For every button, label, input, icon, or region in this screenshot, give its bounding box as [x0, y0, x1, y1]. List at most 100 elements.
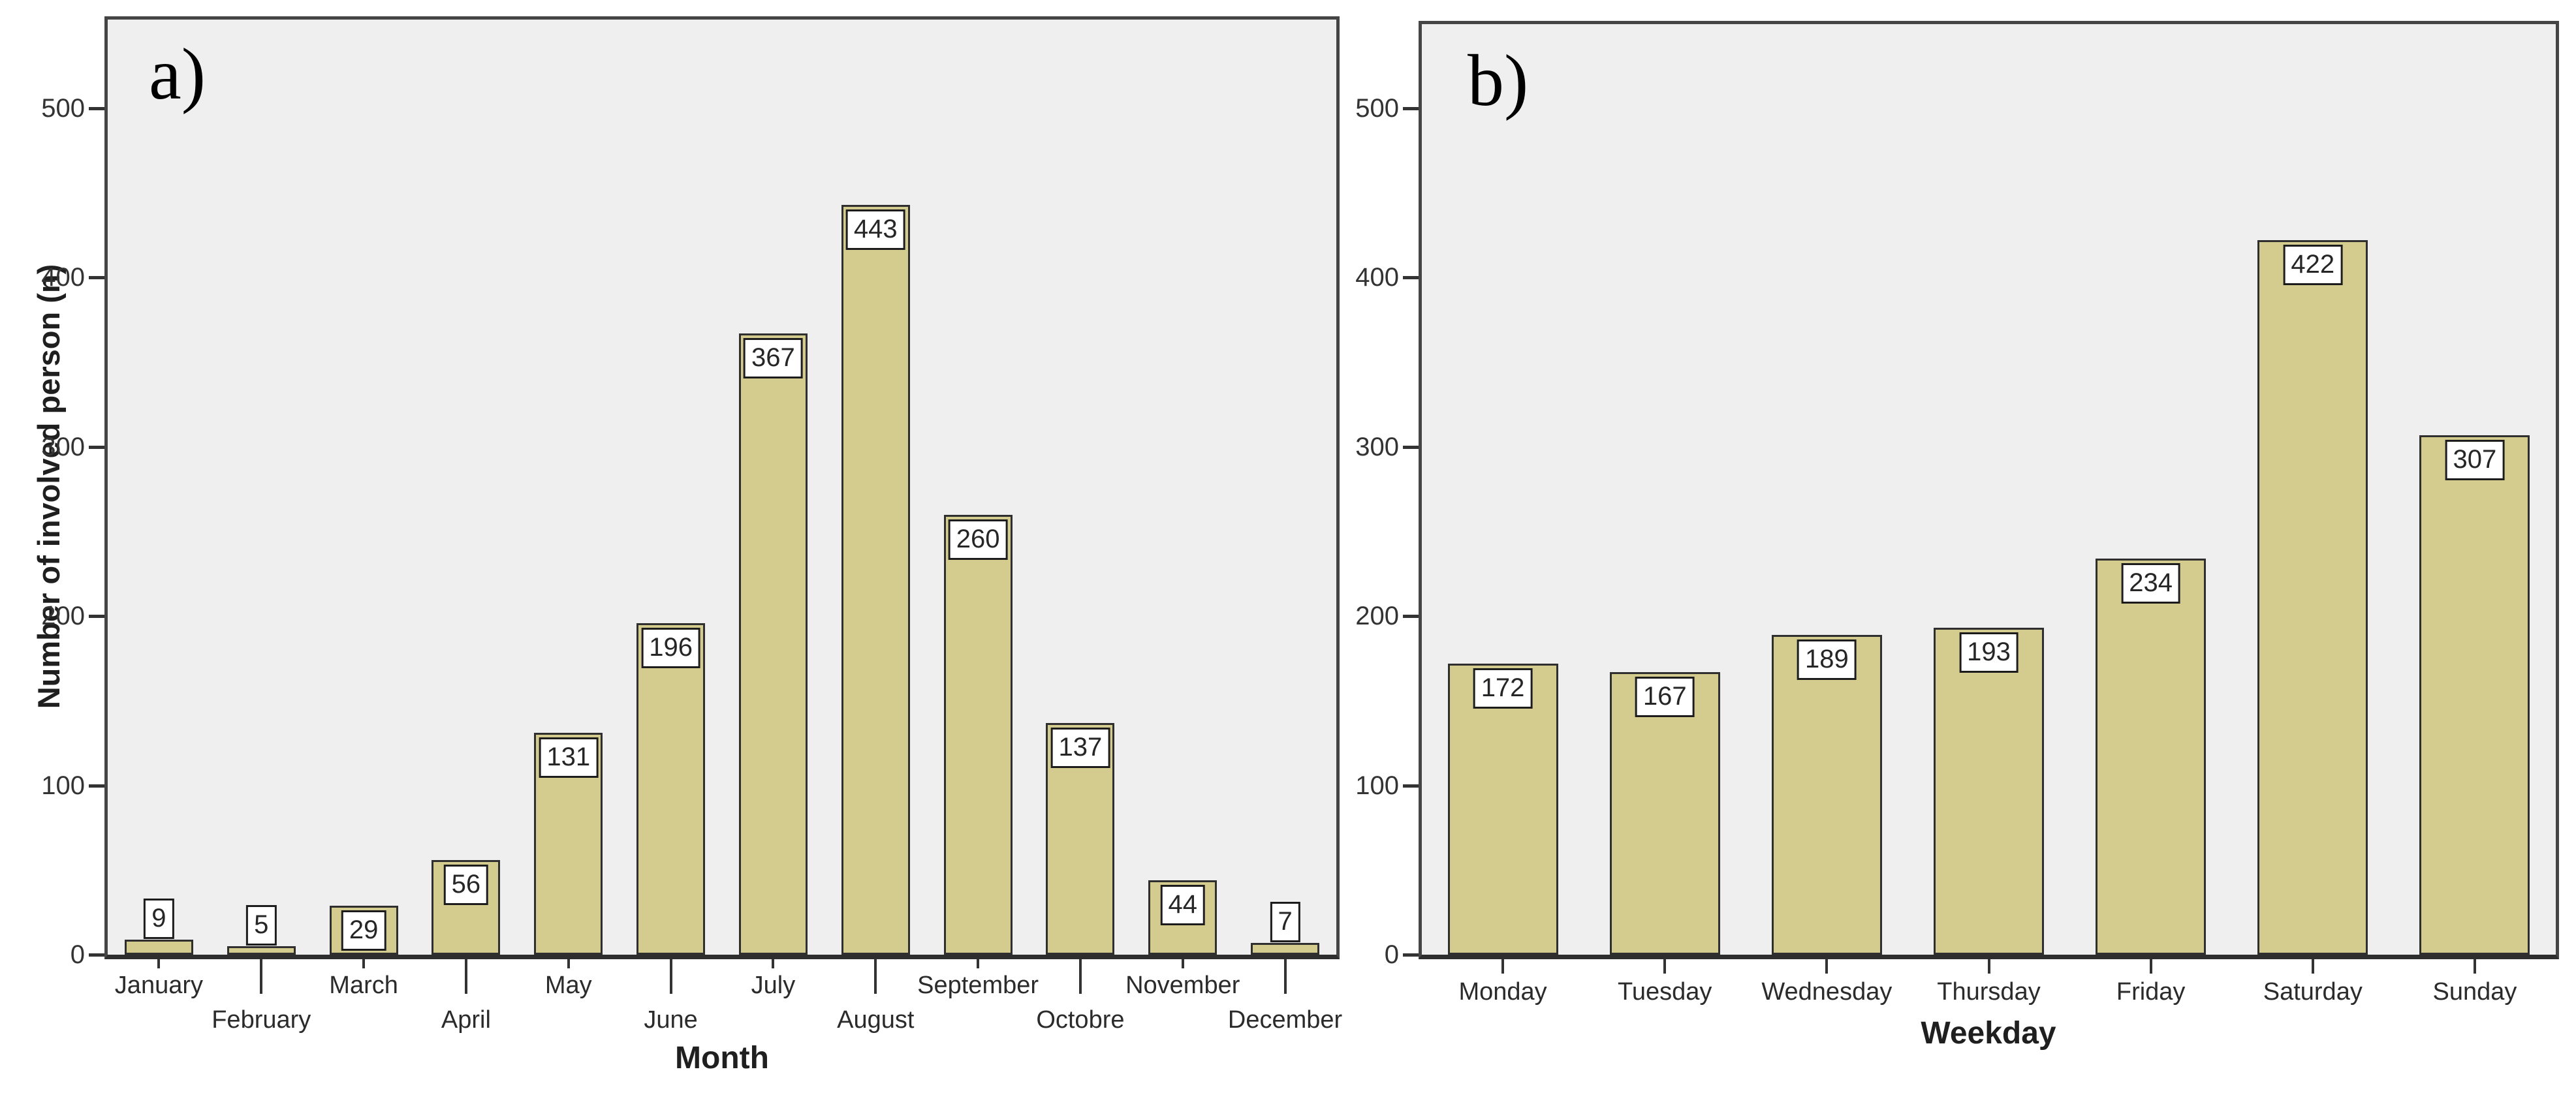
- x-axis-tick-label-friday: Friday: [2116, 978, 2186, 1006]
- bar-value-label-september: 260: [948, 519, 1008, 560]
- bar-saturday: [2257, 240, 2368, 955]
- y-axis-tick-label-300: 300: [1355, 433, 1399, 461]
- x-axis-tick-april: [465, 959, 467, 994]
- y-axis-tick-label-400: 400: [41, 263, 85, 292]
- x-axis-tick-march: [362, 959, 365, 968]
- bar-january: [125, 940, 193, 955]
- x-axis-tick-label-may: May: [544, 972, 592, 999]
- bar-monday: [1448, 664, 1558, 955]
- x-axis-tick-label-sunday: Sunday: [2432, 978, 2517, 1006]
- bar-value-label-january: 9: [144, 899, 174, 939]
- x-axis-tick-label-january: January: [114, 972, 204, 999]
- bar-december: [1251, 943, 1319, 955]
- x-axis-tick-label-octobre: Octobre: [1036, 1006, 1125, 1034]
- x-axis-tick-label-august: August: [837, 1006, 915, 1034]
- y-axis-tick-200: [1403, 615, 1419, 618]
- bar-february: [227, 946, 296, 955]
- y-axis-tick-label-500: 500: [1355, 94, 1399, 123]
- x-axis-tick-friday: [2150, 959, 2152, 974]
- x-axis-tick-label-monday: Monday: [1458, 978, 1547, 1006]
- bar-value-label-tuesday: 167: [1635, 677, 1695, 717]
- y-axis-tick-500: [89, 107, 104, 110]
- x-axis-tick-sunday: [2474, 959, 2476, 974]
- y-axis-tick-100: [1403, 784, 1419, 788]
- bar-value-label-december: 7: [1270, 902, 1300, 942]
- bar-friday: [2096, 559, 2206, 955]
- bar-wednesday: [1772, 635, 1882, 955]
- bar-tuesday: [1610, 672, 1720, 955]
- x-axis-tick-saturday: [2312, 959, 2314, 974]
- x-axis-tick-wednesday: [1825, 959, 1828, 974]
- y-axis-tick-label-100: 100: [41, 771, 85, 800]
- panel-b-corner-label: b): [1468, 40, 1529, 121]
- x-axis-tick-july: [772, 959, 774, 968]
- y-axis-tick-label-200: 200: [41, 602, 85, 630]
- y-axis-tick-label-100: 100: [1355, 771, 1399, 800]
- bar-september: [944, 515, 1013, 955]
- x-axis-tick-december: [1284, 959, 1287, 994]
- y-axis-tick-100: [89, 784, 104, 788]
- y-axis-tick-300: [89, 446, 104, 449]
- y-axis-tick-0: [1403, 953, 1419, 957]
- x-axis-tick-label-december: December: [1227, 1006, 1343, 1034]
- y-axis-tick-500: [1403, 107, 1419, 110]
- bar-value-label-november: 44: [1160, 885, 1205, 925]
- bar-value-label-june: 196: [641, 628, 700, 668]
- x-axis-tick-label-february: February: [212, 1006, 311, 1034]
- x-axis-tick-label-thursday: Thursday: [1937, 978, 2041, 1006]
- x-axis-tick-may: [567, 959, 570, 968]
- y-axis-tick-label-0: 0: [70, 940, 85, 969]
- x-axis-tick-label-september: September: [917, 972, 1039, 999]
- bar-sunday: [2419, 435, 2530, 955]
- x-axis-tick-august: [874, 959, 877, 994]
- bar-value-label-friday: 234: [2121, 563, 2181, 604]
- y-axis-tick-label-200: 200: [1355, 602, 1399, 630]
- y-axis-tick-label-500: 500: [41, 94, 85, 123]
- x-axis-tick-monday: [1501, 959, 1504, 974]
- y-axis-tick-200: [89, 615, 104, 618]
- bar-august: [841, 205, 910, 955]
- x-axis-tick-octobre: [1079, 959, 1082, 994]
- x-axis-tick-label-july: July: [751, 972, 796, 999]
- bar-value-label-monday: 172: [1473, 668, 1533, 709]
- bar-value-label-octobre: 137: [1050, 728, 1110, 768]
- bar-thursday: [1934, 628, 2044, 955]
- x-axis-tick-label-saturday: Saturday: [2263, 978, 2363, 1006]
- bar-july: [739, 333, 808, 955]
- panel-a-plot-area: [104, 16, 1340, 959]
- y-axis-tick-label-400: 400: [1355, 263, 1399, 292]
- x-axis-tick-february: [260, 959, 262, 994]
- x-axis-tick-thursday: [1988, 959, 1990, 974]
- bar-value-label-may: 131: [539, 737, 599, 778]
- bar-value-label-february: 5: [246, 905, 277, 946]
- x-axis-tick-label-november: November: [1125, 972, 1240, 999]
- x-axis-tick-label-june: June: [644, 1006, 698, 1034]
- x-axis-tick-label-tuesday: Tuesday: [1618, 978, 1712, 1006]
- panel-a-y-axis-title: Number of involved person (n): [31, 264, 66, 709]
- panel-a-x-axis-title: Month: [675, 1041, 769, 1075]
- bar-june: [636, 623, 705, 955]
- x-axis-tick-label-wednesday: Wednesday: [1761, 978, 1893, 1006]
- bar-value-label-sunday: 307: [2445, 440, 2505, 480]
- y-axis-tick-400: [1403, 276, 1419, 279]
- bar-value-label-july: 367: [744, 338, 803, 378]
- x-axis-tick-january: [157, 959, 160, 968]
- panel-a-corner-label: a): [149, 34, 206, 115]
- bar-value-label-march: 29: [341, 910, 386, 951]
- bar-value-label-saturday: 422: [2283, 245, 2343, 285]
- x-axis-tick-tuesday: [1663, 959, 1666, 974]
- panel-b-x-axis-title: Weekday: [1921, 1016, 2056, 1051]
- y-axis-tick-label-0: 0: [1384, 940, 1399, 969]
- bar-value-label-thursday: 193: [1959, 632, 2018, 673]
- bar-value-label-april: 56: [443, 865, 489, 905]
- x-axis-tick-november: [1182, 959, 1184, 968]
- x-axis-tick-label-april: April: [441, 1006, 491, 1034]
- y-axis-tick-300: [1403, 446, 1419, 449]
- y-axis-tick-400: [89, 276, 104, 279]
- x-axis-tick-label-march: March: [329, 972, 398, 999]
- x-axis-tick-september: [977, 959, 979, 968]
- y-axis-tick-label-300: 300: [41, 433, 85, 461]
- bar-value-label-wednesday: 189: [1797, 639, 1857, 680]
- bar-value-label-august: 443: [845, 209, 905, 250]
